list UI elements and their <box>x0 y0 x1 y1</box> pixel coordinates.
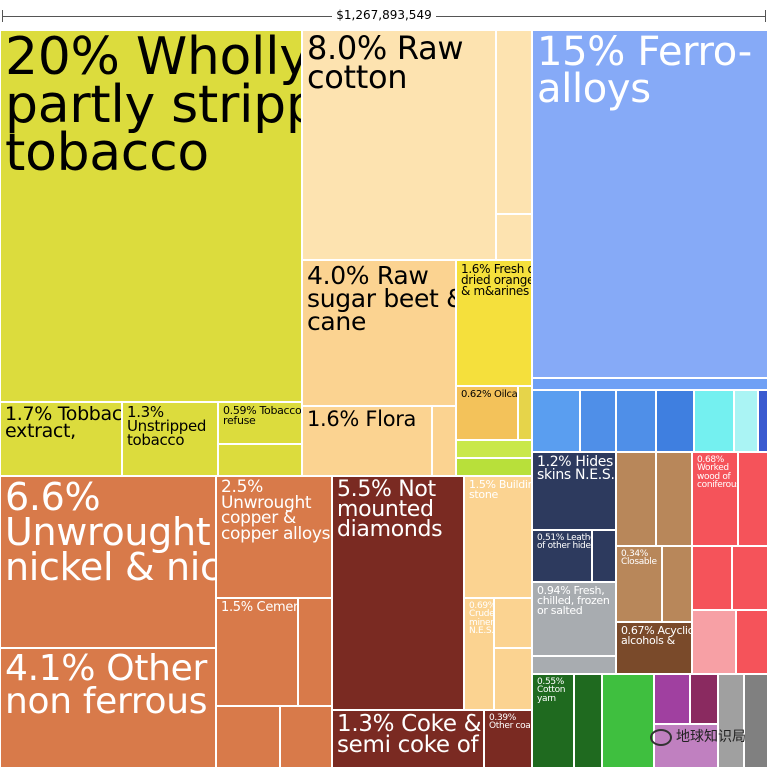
treemap-label-copper: 2.5% Unwrought copper & copper alloys <box>221 477 331 544</box>
treemap-label-cotton-yarn: 0.55% Cotton yarn <box>537 677 566 704</box>
treemap-label-diamonds: 5.5% Not mounted diamonds <box>337 477 443 543</box>
treemap-label-hides: 1.2% Hides and skins N.E.S. <box>537 454 615 483</box>
treemap-label-other-non-ferrous: 4.1% Other non ferrous <box>5 648 208 723</box>
treemap-label-wood: 0.68% Worked wood of coniferous <box>697 455 738 490</box>
treemap-cell-unstripped: 1.3% Unstripped tobacco <box>122 402 218 476</box>
chat-bubble-icon <box>650 728 672 746</box>
treemap-cell-flora: 1.6% Flora <box>302 406 432 476</box>
treemap-cell-red-s3 <box>732 546 768 610</box>
treemap-cell-grey-2 <box>744 674 768 768</box>
treemap-cell-ferro-alloys: 15% Ferro- alloys <box>532 30 768 378</box>
total-value: $1,267,893,549 <box>332 8 436 22</box>
treemap-cell-coke: 1.3% Coke & semi coke of <box>332 710 484 768</box>
treemap-cell-blue-strip <box>532 378 768 390</box>
treemap-cell-brown-2 <box>656 452 692 546</box>
treemap-cell-leather-s1 <box>592 530 616 582</box>
treemap-cell-raw-sugar: 4.0% Raw sugar beet & cane <box>302 260 456 406</box>
treemap-cell-blue-s4 <box>656 390 694 452</box>
treemap-cell-blue-s1 <box>532 390 580 452</box>
treemap-cell-brown-3 <box>662 546 692 622</box>
treemap-cell-green-d1 <box>574 674 602 768</box>
total-tick-right <box>765 10 766 22</box>
treemap-cell-hides: 1.2% Hides and skins N.E.S. <box>532 452 616 530</box>
treemap-cell-crude-minerals: 0.69% Crude minerals N.E.S. <box>464 598 494 710</box>
treemap-label-unstripped: 1.3% Unstripped tobacco <box>127 403 207 449</box>
treemap-cell-blue-s2 <box>580 390 616 452</box>
watermark: 地球知识局 <box>650 726 746 746</box>
treemap-cell-tobacco-refuse: 0.59% Tobacco refuse <box>218 402 302 444</box>
treemap-cell-green-s1 <box>456 440 532 458</box>
treemap-cell-wood: 0.68% Worked wood of coniferous <box>692 452 738 546</box>
treemap-cell-building-stone: 1.5% Building stone <box>464 476 532 598</box>
treemap-cell-purple-2 <box>690 674 718 724</box>
treemap-cell-oilcake: 0.62% Oilcake <box>456 386 518 440</box>
total-tick-left <box>2 10 3 22</box>
treemap-cell-red-s2 <box>692 546 732 610</box>
treemap-cell-tobacco-extract: 1.7% Tobbaco extract, <box>0 402 122 476</box>
treemap-cell-diamonds: 5.5% Not mounted diamonds <box>332 476 464 710</box>
treemap-cell-cotton-s2 <box>496 214 532 260</box>
treemap-cell-min-s2 <box>494 648 532 710</box>
treemap-cell-fish-s1 <box>532 656 616 674</box>
treemap-label-tobacco-stripped: 20% Wholly or partly stripped tobacco <box>5 30 302 183</box>
treemap-cell-nickel: 6.6% Unwrought nickel & nickel <box>0 476 216 648</box>
treemap-cell-red-s1 <box>738 452 768 546</box>
treemap-cell-cyan-s2 <box>734 390 758 452</box>
treemap-cell-tob-small-1 <box>218 444 302 476</box>
treemap-label-coke: 1.3% Coke & semi coke of <box>337 711 482 759</box>
treemap-label-flora: 1.6% Flora <box>307 407 417 431</box>
treemap-cell-fish: 0.94% Fresh, chilled, frozen or salted <box>532 582 616 656</box>
treemap-label-tobacco-refuse: 0.59% Tobacco refuse <box>223 404 302 428</box>
treemap-label-building-stone: 1.5% Building stone <box>469 478 531 502</box>
total-bar: $1,267,893,549 <box>0 0 768 30</box>
treemap-label-closable: 0.34% Closable <box>621 549 657 568</box>
watermark-text: 地球知识局 <box>676 729 746 745</box>
treemap-label-crude-minerals: 0.69% Crude minerals N.E.S. <box>469 601 494 636</box>
treemap-cell-oil-s1 <box>518 386 532 440</box>
treemap-cell-tobacco-stripped: 20% Wholly or partly stripped tobacco <box>0 30 302 402</box>
treemap-cell-leather: 0.51% Leather of other hides <box>532 530 592 582</box>
treemap-label-oranges: 1.6% Fresh or dried oranges & m&arines <box>461 262 531 299</box>
treemap-label-ferro-alloys: 15% Ferro- alloys <box>537 30 752 112</box>
treemap-cell-purple-1 <box>654 674 690 724</box>
treemap-cell-closable: 0.34% Closable <box>616 546 662 622</box>
treemap: 20% Wholly or partly stripped tobacco 1.7… <box>0 30 768 768</box>
treemap-label-acyclic: 0.67% Acyclic alcohols & <box>621 624 692 648</box>
treemap-cell-pink-s1 <box>692 610 736 674</box>
treemap-label-cement: 1.5% Cement <box>221 600 298 615</box>
treemap-cell-red-s4 <box>736 610 768 674</box>
treemap-cell-grey-1 <box>718 674 744 768</box>
treemap-cell-cem-s3 <box>280 706 332 768</box>
treemap-cell-acyclic: 0.67% Acyclic alcohols & <box>616 622 692 674</box>
treemap-cell-other-coal: 0.39% Other coal <box>484 710 532 768</box>
treemap-cell-flora-s1 <box>432 406 456 476</box>
treemap-label-other-coal: 0.39% Other coal <box>489 713 532 732</box>
total-label: $1,267,893,549 <box>0 8 768 22</box>
treemap-label-fish: 0.94% Fresh, chilled, frozen or salted <box>537 584 610 618</box>
treemap-label-leather: 0.51% Leather of other hides <box>537 533 591 552</box>
treemap-label-nickel: 6.6% Unwrought nickel & nickel <box>5 476 216 589</box>
treemap-label-raw-sugar: 4.0% Raw sugar beet & cane <box>307 261 455 336</box>
treemap-cell-blue-s3 <box>616 390 656 452</box>
treemap-cell-green-s2 <box>456 458 532 476</box>
treemap-cell-min-s1 <box>494 598 532 648</box>
treemap-label-oilcake: 0.62% Oilcake <box>461 389 518 400</box>
treemap-cell-brown-1 <box>616 452 656 546</box>
treemap-cell-green-b1 <box>602 674 654 768</box>
treemap-cell-blue-s5 <box>758 390 768 452</box>
treemap-cell-other-non-ferrous: 4.1% Other non ferrous <box>0 648 216 768</box>
treemap-cell-cement: 1.5% Cement <box>216 598 298 706</box>
treemap-cell-cem-s1 <box>298 598 332 706</box>
treemap-label-tobacco-extract: 1.7% Tobbaco extract, <box>5 403 122 443</box>
treemap-label-raw-cotton: 8.0% Raw cotton <box>307 30 464 97</box>
treemap-cell-copper: 2.5% Unwrought copper & copper alloys <box>216 476 332 598</box>
treemap-cell-cotton-yarn: 0.55% Cotton yarn <box>532 674 574 768</box>
treemap-cell-oranges: 1.6% Fresh or dried oranges & m&arines <box>456 260 532 386</box>
treemap-cell-cem-s2 <box>216 706 280 768</box>
treemap-cell-cotton-s1 <box>496 30 532 214</box>
treemap-cell-raw-cotton: 8.0% Raw cotton <box>302 30 496 260</box>
treemap-cell-cyan-s1 <box>694 390 734 452</box>
